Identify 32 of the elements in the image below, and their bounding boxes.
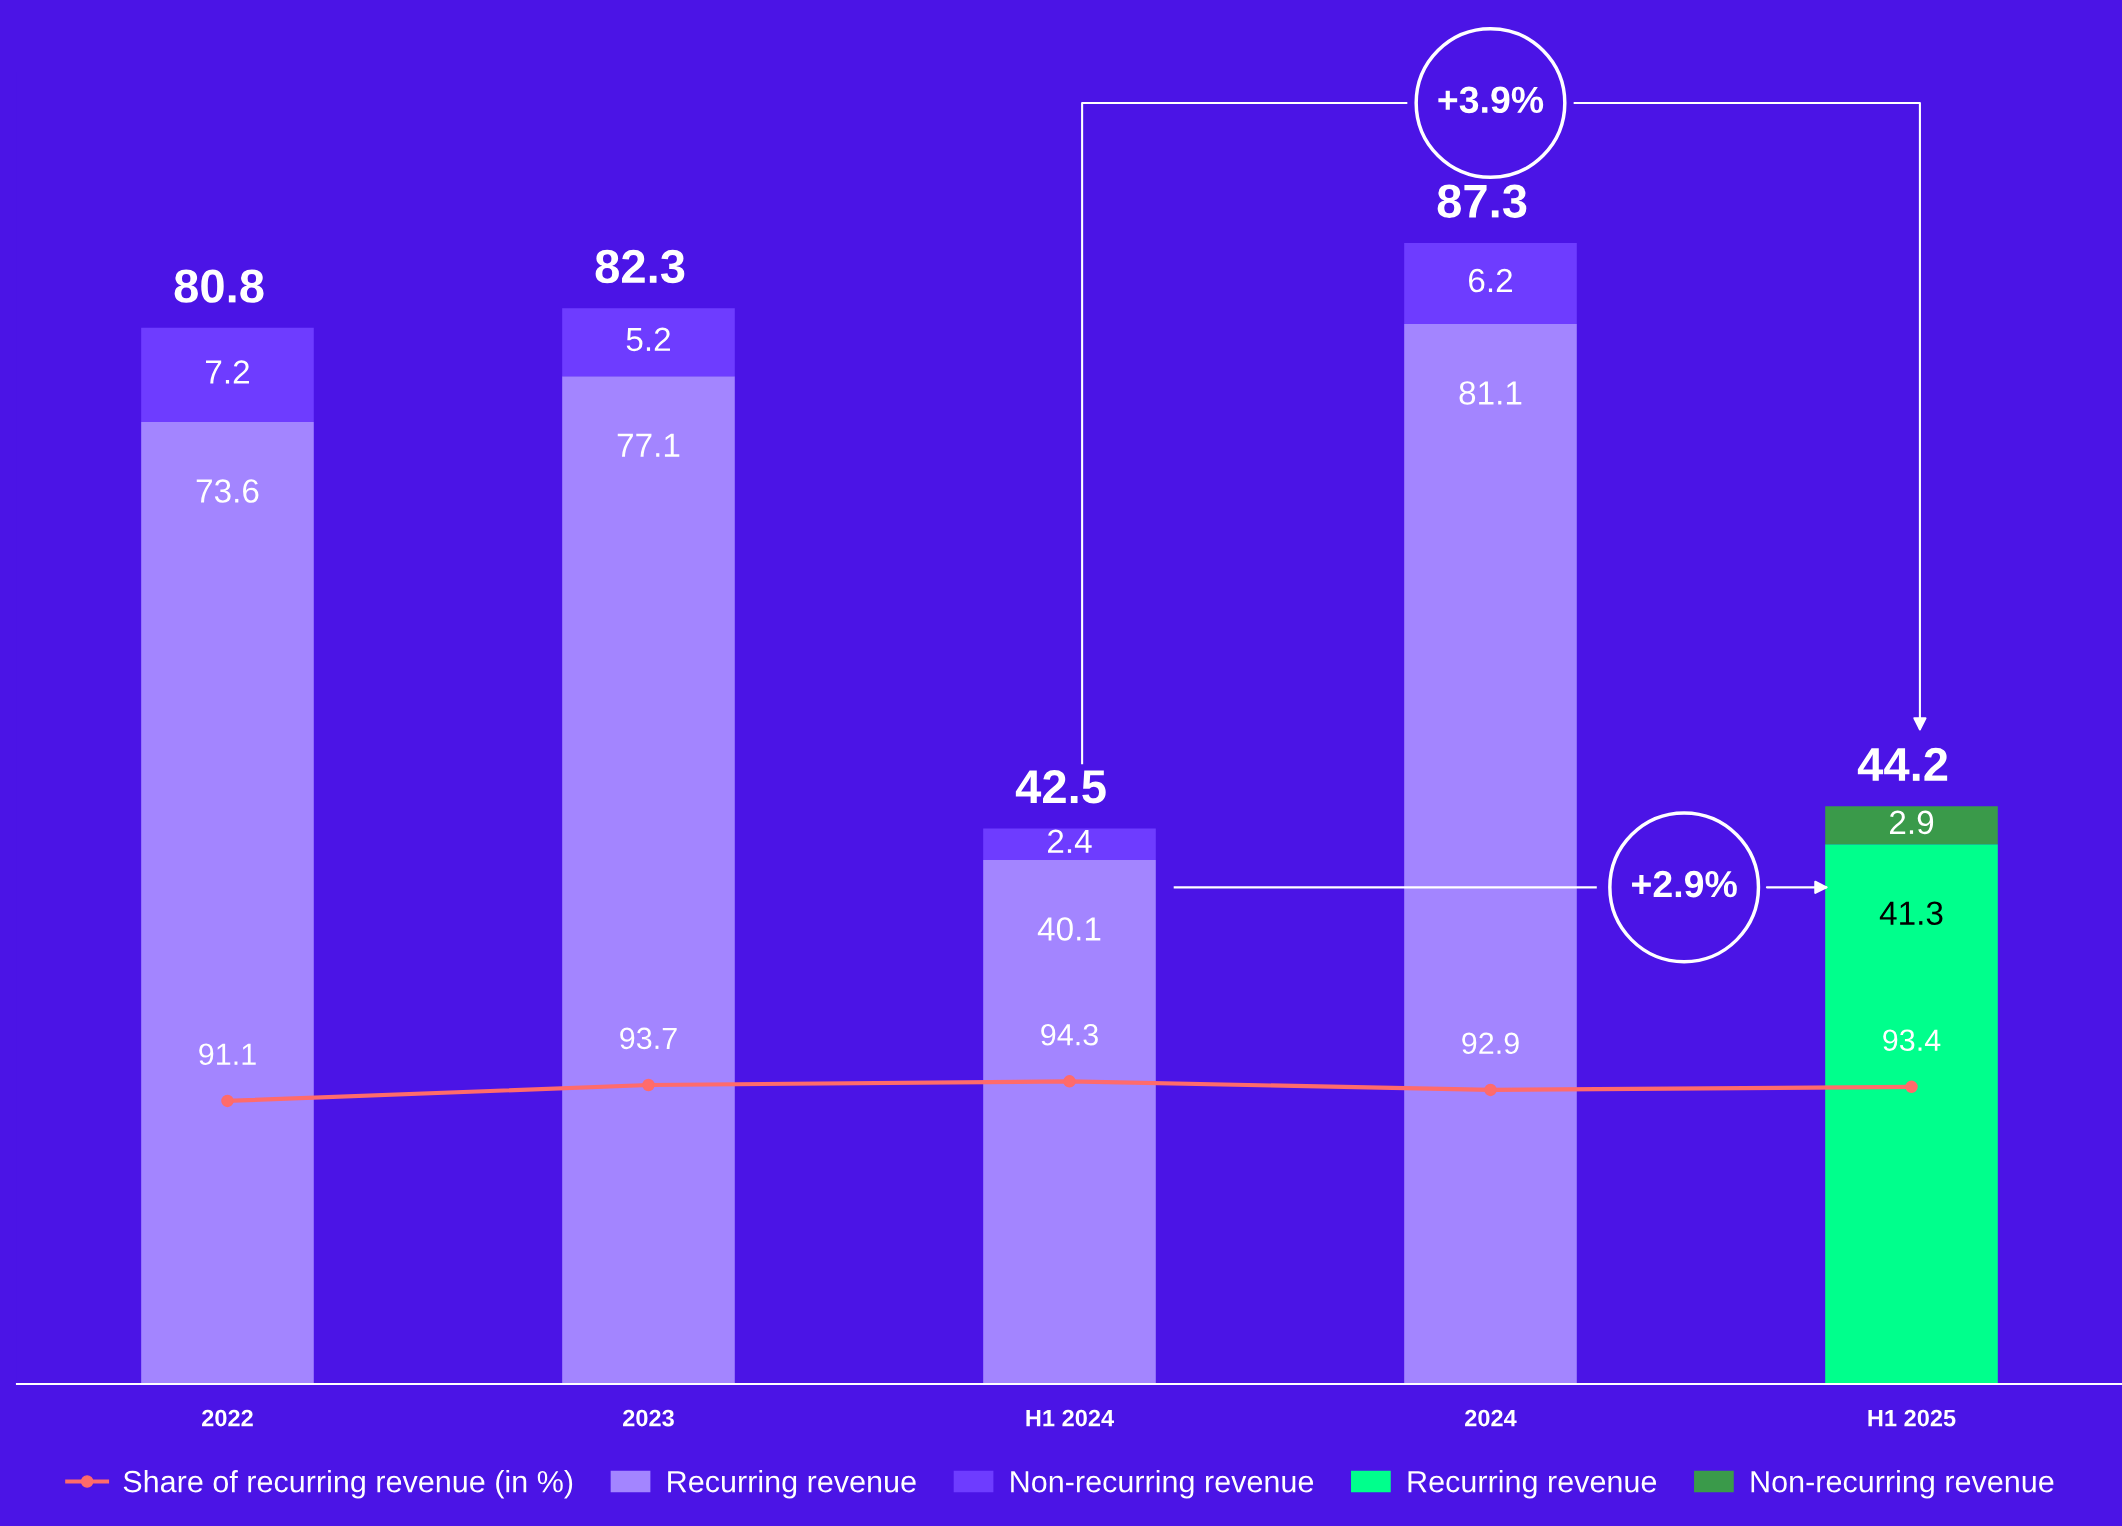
annotation: +2.9% [1632,870,1737,898]
legend-label: Recurring revenue [1408,1470,1657,1499]
x-tick-label: 2024 [1465,1409,1517,1427]
data-label: 93.7 [620,1027,677,1050]
data-label: 6.2 [1469,268,1512,293]
data-label: 92.9 [1462,1032,1519,1055]
data-label: 41.3 [1879,901,1943,926]
x-tick-label: H1 2025 [1868,1409,1956,1427]
legend-label: Non-recurring revenue [1751,1470,2054,1499]
legend-label: Recurring revenue [668,1470,916,1499]
total-label: 44.2 [1857,747,1948,781]
x-tick-label: 2022 [202,1409,253,1427]
data-label: 73.6 [196,479,259,503]
x-tick-label: H1 2024 [1026,1409,1114,1427]
data-label: 5.2 [626,327,670,352]
data-label: 93.4 [1883,1029,1941,1052]
data-label: 40.1 [1037,917,1101,941]
data-label: 2.4 [1048,829,1092,853]
legend-label: Non-recurring revenue [1011,1470,1314,1499]
x-tick-label: 2023 [623,1409,674,1427]
total-label: 42.5 [1015,770,1106,804]
total-label: 82.3 [595,249,685,284]
data-label: 94.3 [1041,1023,1098,1046]
data-label: 81.1 [1459,381,1522,405]
data-label: 91.1 [199,1043,256,1066]
total-label: 87.3 [1437,184,1527,218]
text: +3.9% [1438,86,1544,114]
total-label: 80.8 [174,269,264,303]
data-label: 2.9 [1890,810,1934,835]
legend-label: Share of recurring revenue (in %) [123,1470,573,1499]
data-label: 7.2 [206,360,249,384]
data-label: 77.1 [617,433,680,457]
